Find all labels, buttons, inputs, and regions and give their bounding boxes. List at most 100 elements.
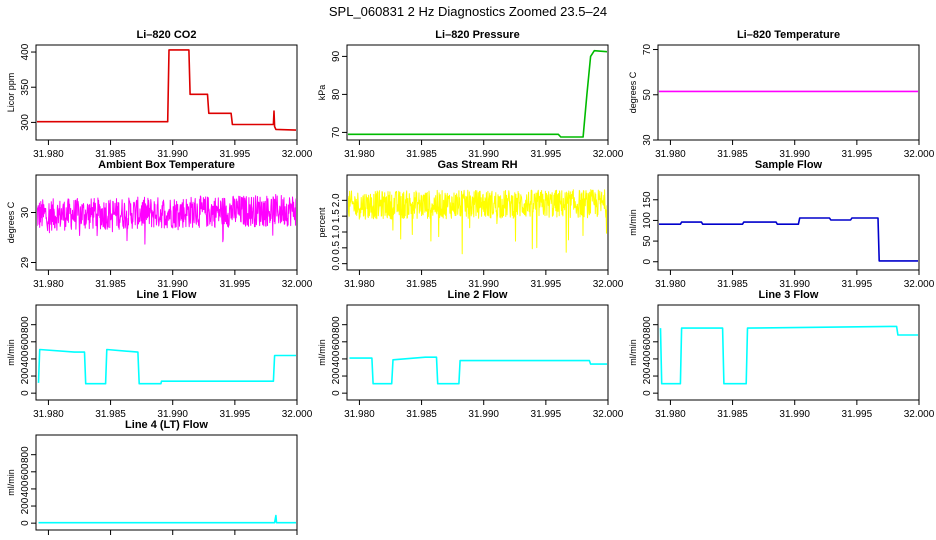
y-tick-label: 800 [20,316,31,333]
plot-frame [657,44,920,141]
y-tick-label: 400 [20,350,31,367]
y-axis-label: ml/min [6,339,16,366]
y-tick-label: 150 [642,191,653,208]
chart-title: Li–820 Pressure [435,29,519,41]
panels: Li–820 CO2 31.980 31.985 31.990 31.995 32.000… [6,29,935,540]
y-tick-label: 29 [20,257,31,269]
series-line [348,189,607,255]
y-axis-label: ml/min [628,209,638,236]
x-tick-label: 31.990 [779,149,810,160]
y-axis-label: Licor ppm [6,73,16,113]
y-tick-label: 600 [20,333,31,350]
x-tick-label: 31.990 [779,279,810,290]
y-tick-label: 0 [331,390,342,396]
x-tick-label: 32.000 [593,279,624,290]
plot-frame [346,44,609,141]
y-tick-label: 100 [642,212,653,229]
x-tick-label: 31.990 [468,149,499,160]
y-axis-label: kPa [317,85,327,101]
x-tick-label: 31.995 [220,279,251,290]
x-tick-label: 31.990 [468,409,499,420]
y-tick-label: 70 [331,126,342,138]
y-axis-label: degrees C [6,201,16,243]
y-tick-label: 800 [642,316,653,333]
x-tick-label: 32.000 [904,279,935,290]
series-line [659,217,918,262]
y-tick-label: 0 [20,520,31,526]
x-tick-label: 32.000 [282,279,313,290]
y-tick-label: 200 [20,367,31,384]
x-tick-label: 31.980 [33,149,64,160]
y-tick-label: 0 [20,390,31,396]
chart-licor_temp: Li–820 Temperature 31.980 31.985 31.990 31.9… [628,29,935,160]
y-tick-label: 90 [331,50,342,62]
y-tick-label: 800 [331,316,342,333]
series-line [659,325,918,385]
plot-frame [657,174,920,271]
y-tick-label: 200 [20,497,31,514]
x-tick-label: 31.985 [406,409,437,420]
chart-sample_flow: Sample Flow 31.980 31.985 31.990 31.995 32.00… [628,159,935,290]
x-tick-label: 31.985 [95,279,126,290]
x-tick-label: 31.995 [842,409,873,420]
x-tick-label: 31.980 [33,279,64,290]
plot-frame [35,44,298,141]
plot-frame [346,304,609,401]
x-tick-label: 31.980 [33,409,64,420]
y-tick-label: 50 [642,235,653,247]
y-tick-label: 2.0 [331,193,342,207]
chart-line2: Line 2 Flow 31.980 31.985 31.990 31.995 32.00… [317,289,624,420]
chart-title: Li–820 Temperature [737,29,840,41]
x-tick-label: 31.985 [406,149,437,160]
x-tick-label: 31.985 [95,149,126,160]
y-tick-label: 0.0 [331,256,342,270]
y-tick-label: 30 [642,134,653,146]
x-tick-label: 31.980 [344,279,375,290]
y-axis-label: percent [317,207,327,238]
y-tick-label: 200 [642,367,653,384]
y-tick-label: 600 [642,333,653,350]
x-tick-label: 31.990 [779,409,810,420]
chart-title: Line 2 Flow [448,289,508,301]
y-tick-label: 400 [20,43,31,60]
chart-title: Line 1 Flow [137,289,197,301]
plot-frame [657,304,920,401]
y-tick-label: 600 [331,333,342,350]
x-tick-label: 31.980 [655,149,686,160]
y-tick-label: 1.0 [331,225,342,239]
chart-line1: Line 1 Flow 31.980 31.985 31.990 31.995 32.00… [6,289,313,420]
chart-title: Ambient Box Temperature [98,159,235,171]
x-tick-label: 32.000 [904,149,935,160]
y-tick-label: 400 [20,480,31,497]
x-tick-label: 31.995 [531,409,562,420]
x-tick-label: 31.990 [157,149,188,160]
y-tick-label: 80 [331,88,342,100]
y-axis-label: degrees C [628,71,638,113]
y-axis-label: ml/min [628,339,638,366]
y-tick-label: 70 [642,44,653,56]
x-tick-label: 31.990 [157,279,188,290]
series-line [37,348,296,385]
x-tick-label: 31.995 [220,409,251,420]
x-tick-label: 31.980 [344,149,375,160]
series-line [348,49,607,138]
chart-title: Li–820 CO2 [137,29,197,41]
x-tick-label: 32.000 [904,409,935,420]
x-tick-label: 31.985 [95,409,126,420]
chart-title: Sample Flow [755,159,823,171]
y-tick-label: 1.5 [331,209,342,223]
x-tick-label: 31.990 [468,279,499,290]
x-tick-label: 31.985 [717,279,748,290]
x-tick-label: 32.000 [593,409,624,420]
series-line [349,356,607,385]
chart-title: Line 4 (LT) Flow [125,419,208,431]
chart-co2: Li–820 CO2 31.980 31.985 31.990 31.995 32.000… [6,29,313,160]
y-axis-label: ml/min [317,339,327,366]
series-line [37,194,296,245]
chart-pressure: Li–820 Pressure 31.980 31.985 31.990 31.995 3… [317,29,624,160]
chart-title: Line 3 Flow [759,289,819,301]
y-tick-label: 0.5 [331,240,342,254]
y-tick-label: 600 [20,463,31,480]
x-tick-label: 31.980 [655,279,686,290]
